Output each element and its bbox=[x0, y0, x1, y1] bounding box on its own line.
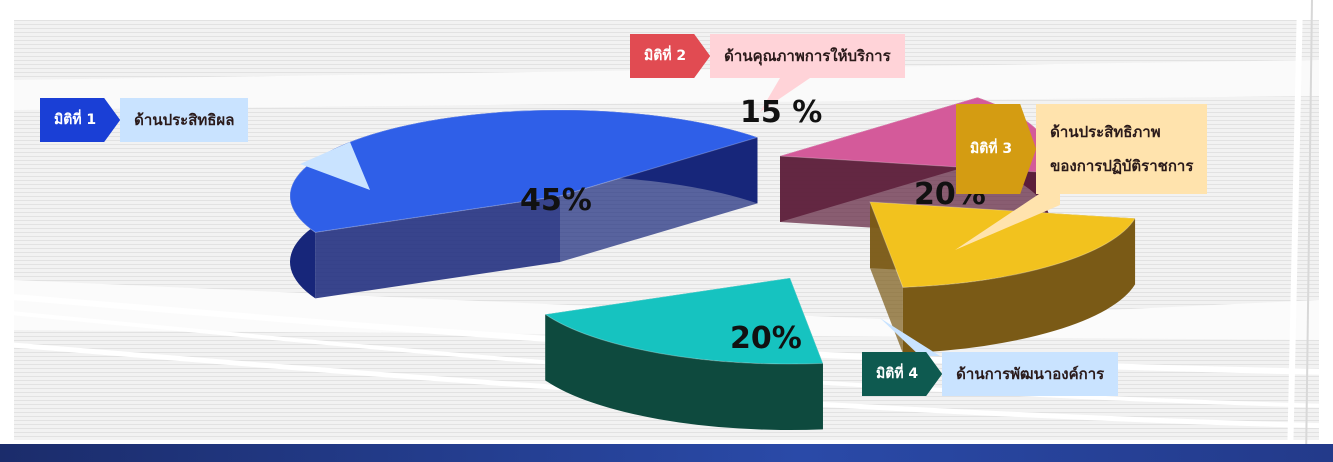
callout-pointer-3 bbox=[955, 180, 1060, 250]
dimension-2-text: ด้านคุณภาพการให้บริการ bbox=[710, 34, 905, 78]
dimension-2-badge: มิติที่ 2 bbox=[630, 34, 710, 78]
callout-pointer-2 bbox=[760, 78, 810, 112]
pie-slice-4 bbox=[543, 277, 824, 431]
dimension-3-text-line2: ของการปฏิบัติราชการ bbox=[1050, 157, 1194, 175]
pie-slice-3 bbox=[869, 201, 1136, 354]
dimension-1-label: มิติที่ 1 ด้านประสิทธิผล bbox=[40, 98, 249, 142]
dimension-3-badge: มิติที่ 3 bbox=[956, 104, 1036, 194]
pie-slice-3-side bbox=[902, 218, 1136, 354]
pie-slice-1-wall bbox=[315, 196, 560, 299]
value-labels: 15 %20%45%20% bbox=[520, 95, 986, 356]
dimension-4-badge: มิติที่ 4 bbox=[862, 352, 942, 396]
dimension-3-text-line1: ด้านประสิทธิภาพ bbox=[1050, 123, 1161, 141]
callout-pointer-4 bbox=[880, 318, 940, 356]
dimension-3-text: ด้านประสิทธิภาพ ของการปฏิบัติราชการ bbox=[1036, 104, 1208, 194]
value-label-2: 15 % bbox=[740, 95, 822, 130]
pie-slice-4-top bbox=[543, 277, 824, 365]
dimension-1-text: ด้านประสิทธิผล bbox=[120, 98, 249, 142]
pie-slices bbox=[289, 96, 1136, 431]
dimension-1-badge: มิติที่ 1 bbox=[40, 98, 120, 142]
callout-pointers bbox=[300, 78, 1060, 356]
dimension-2-label: มิติที่ 2 ด้านคุณภาพการให้บริการ bbox=[630, 34, 905, 78]
dimension-4-label: มิติที่ 4 ด้านการพัฒนาองค์การ bbox=[862, 352, 1119, 396]
value-label-1: 45% bbox=[520, 183, 592, 218]
bottom-bar bbox=[0, 444, 1333, 462]
pie-slice-1-top bbox=[289, 109, 760, 233]
pie-slice-3-wall-2 bbox=[870, 202, 903, 354]
dimension-4-text: ด้านการพัฒนาองค์การ bbox=[942, 352, 1119, 396]
pie-slice-4-side bbox=[545, 314, 823, 431]
pie-slice-1 bbox=[289, 109, 760, 299]
callout-pointer-1 bbox=[300, 142, 370, 190]
dimension-3-label: มิติที่ 3 ด้านประสิทธิภาพ ของการปฏิบัติร… bbox=[956, 104, 1208, 194]
value-label-4: 20% bbox=[730, 321, 802, 356]
pie-slice-3-top bbox=[869, 201, 1136, 288]
